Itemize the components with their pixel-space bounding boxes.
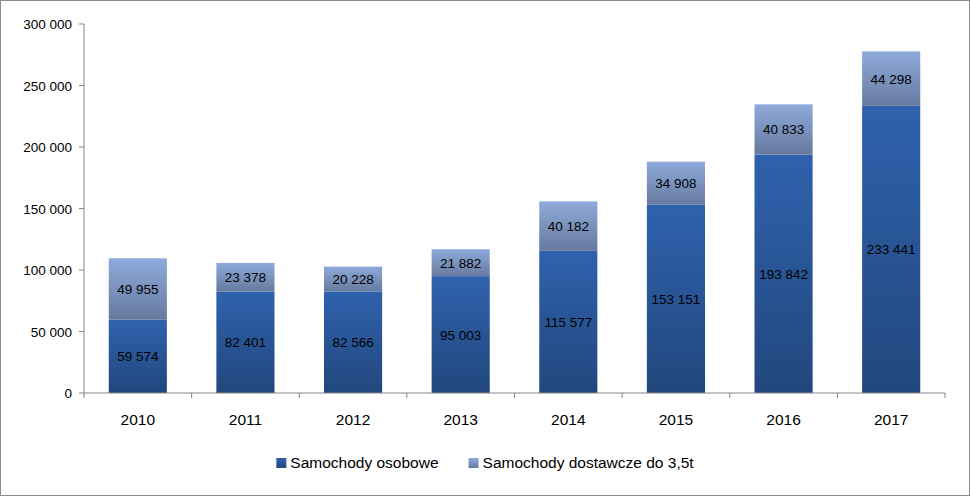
data-label: 44 298 <box>871 72 912 87</box>
data-label: 40 833 <box>763 122 804 137</box>
y-tick-label: 200 000 <box>23 140 72 155</box>
chart: 0 50 000 100 000 150 000 200 000 250 000 300 0… <box>0 0 970 496</box>
y-tick-label: 100 000 <box>23 263 72 278</box>
data-label: 193 842 <box>759 267 808 282</box>
x-tick-divider <box>406 393 407 398</box>
y-tick-label: 50 000 <box>31 325 72 340</box>
data-label: 95 003 <box>440 328 481 343</box>
bar-segment <box>216 292 274 393</box>
x-tick-label: 2012 <box>336 411 370 428</box>
data-label: 115 577 <box>544 315 592 330</box>
y-axis: 0 50 000 100 000 150 000 200 000 250 000 300 0… <box>23 17 84 401</box>
data-label: 21 882 <box>440 256 481 271</box>
data-label: 40 182 <box>548 219 589 234</box>
x-tick-label: 2011 <box>229 411 262 428</box>
bar-segment <box>109 258 167 319</box>
x-axis: 2010 2011 2012 2013 2014 2015 2016 2017 <box>84 393 945 428</box>
bar-segment <box>862 51 920 105</box>
data-labels: 59 574 49 955 82 401 23 378 82 566 20 228 95 0… <box>117 72 915 365</box>
data-label: 153 151 <box>652 292 701 307</box>
bars <box>109 51 920 393</box>
x-tick-label: 2014 <box>551 411 586 428</box>
legend-item: Samochody dostawcze do 3,5t <box>469 454 695 471</box>
y-axis-line <box>84 24 85 393</box>
data-label: 233 441 <box>867 242 916 257</box>
y-tick-label: 150 000 <box>23 202 72 217</box>
legend-label: Samochody osobowe <box>290 454 438 471</box>
legend-label: Samochody dostawcze do 3,5t <box>483 454 695 471</box>
y-tick <box>79 85 84 86</box>
bar-segment <box>647 205 705 393</box>
bar-segment <box>432 276 490 393</box>
bar-segment <box>432 249 490 276</box>
bar-segment <box>109 320 167 393</box>
y-tick <box>79 270 84 271</box>
y-tick-label: 250 000 <box>23 79 72 94</box>
x-tick-divider <box>945 393 946 398</box>
data-label: 23 378 <box>225 270 266 285</box>
data-label: 59 574 <box>117 349 159 364</box>
data-label: 20 228 <box>332 272 373 287</box>
x-tick-divider <box>191 393 192 398</box>
y-tick-label: 0 <box>64 386 72 401</box>
y-tick <box>79 208 84 209</box>
data-label: 49 955 <box>117 282 158 297</box>
legend: Samochody osobowe Samochody dostawcze do … <box>276 454 694 471</box>
y-tick <box>79 393 84 394</box>
y-tick <box>79 147 84 148</box>
bar-segment <box>539 251 597 393</box>
bar-segment <box>216 263 274 292</box>
x-tick-divider <box>514 393 515 398</box>
bar-segment <box>324 267 382 292</box>
x-tick-divider <box>729 393 730 398</box>
x-tick-label: 2016 <box>766 411 800 428</box>
data-label: 34 908 <box>655 176 696 191</box>
bar-segment <box>862 106 920 393</box>
bar-segment <box>324 291 382 393</box>
y-tick-label: 300 000 <box>23 17 72 32</box>
data-label: 82 566 <box>332 335 373 350</box>
legend-swatch <box>276 458 286 468</box>
x-tick-divider <box>622 393 623 398</box>
x-tick-label: 2017 <box>874 411 908 428</box>
legend-item: Samochody osobowe <box>276 454 438 471</box>
bar-segment <box>647 162 705 205</box>
legend-swatch <box>469 458 479 468</box>
y-tick <box>79 331 84 332</box>
x-tick-divider <box>299 393 300 398</box>
bar-segment <box>539 201 597 250</box>
x-tick-label: 2015 <box>659 411 693 428</box>
x-tick-label: 2010 <box>121 411 156 428</box>
data-label: 82 401 <box>225 335 266 350</box>
x-tick-divider <box>837 393 838 398</box>
bar-segment <box>755 155 813 393</box>
bar-segment <box>755 104 813 154</box>
x-tick-divider <box>84 393 85 398</box>
x-tick-label: 2013 <box>443 411 477 428</box>
y-tick <box>79 24 84 25</box>
chart-frame <box>1 1 970 496</box>
